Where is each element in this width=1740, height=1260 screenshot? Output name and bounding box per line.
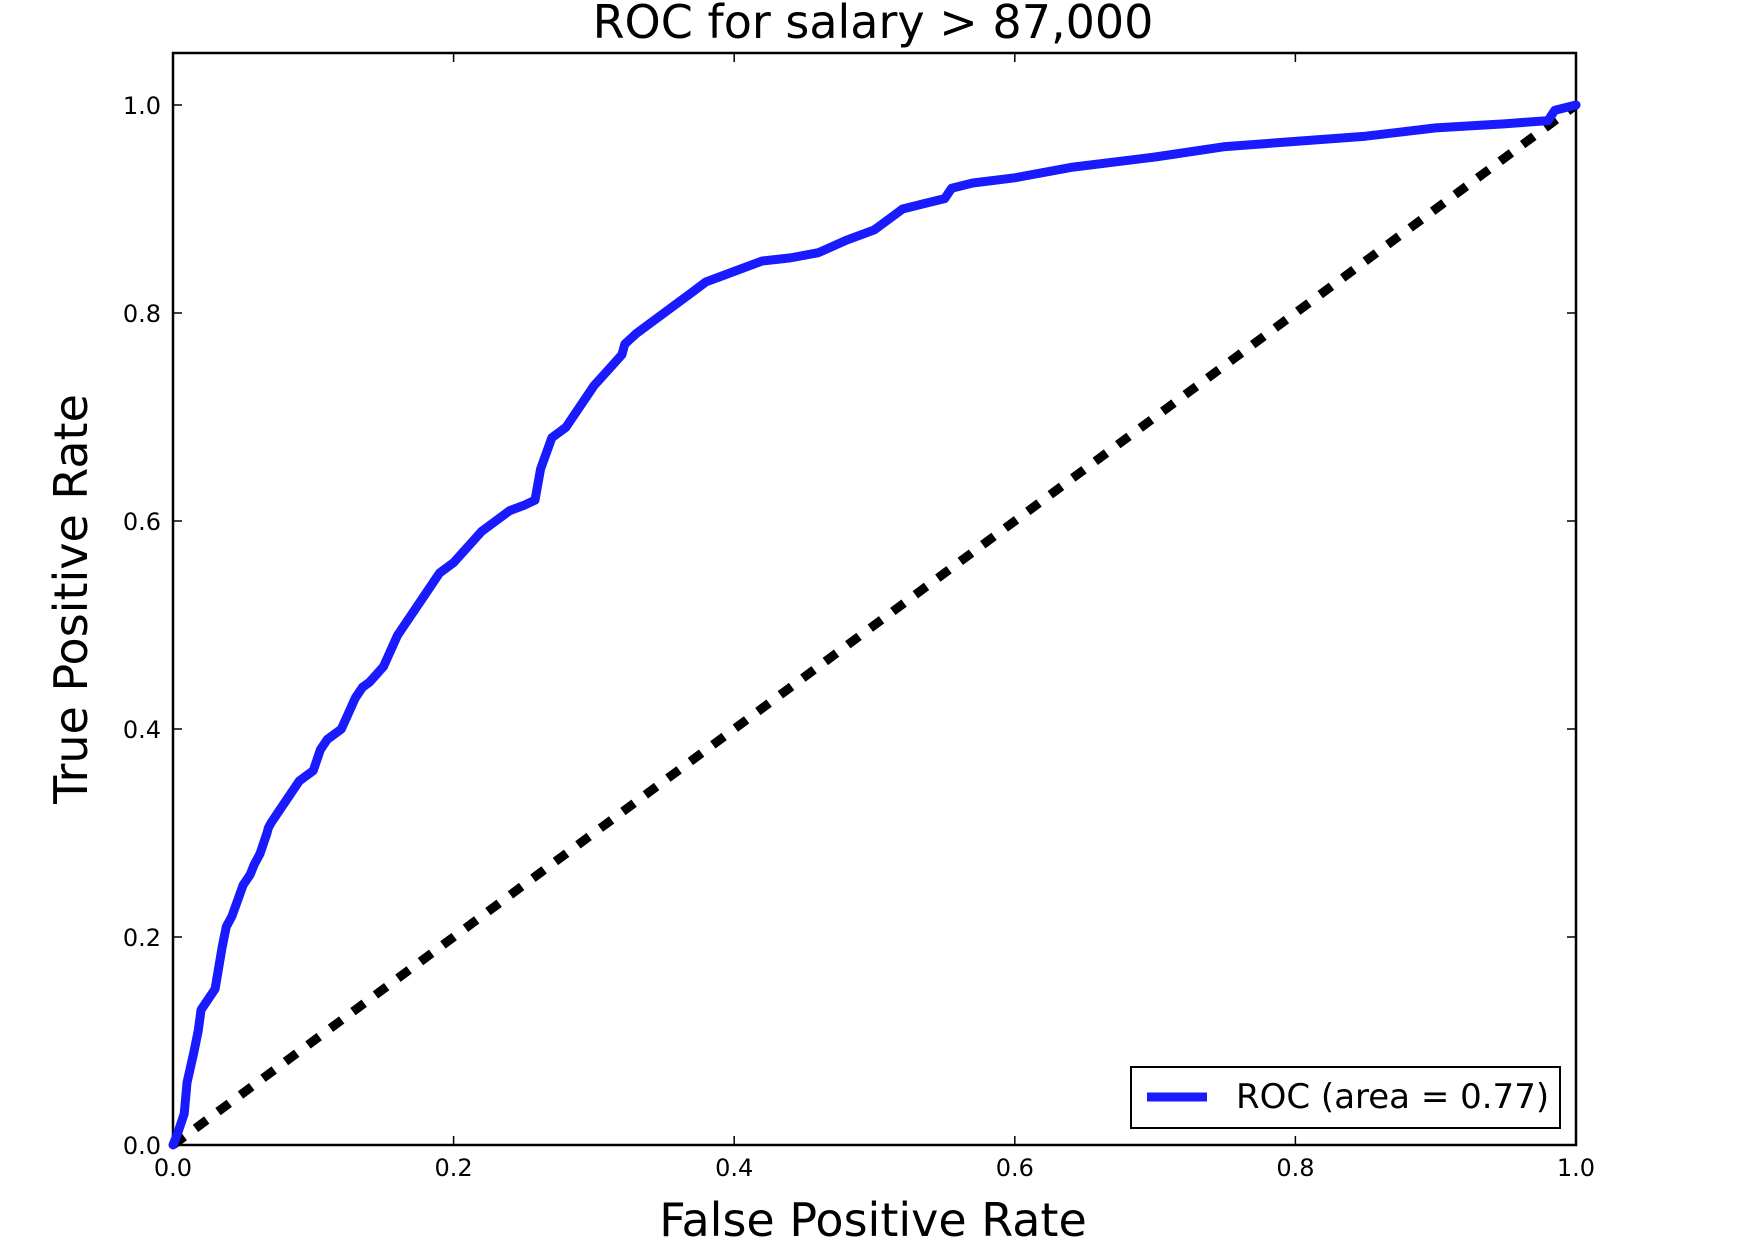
y-tick-label: 0.0 [123,1132,161,1160]
legend: ROC (area = 0.77) [1130,1066,1561,1129]
x-tick-label: 0.0 [154,1154,192,1182]
series-line-diagonal [170,101,1579,1149]
y-tick-label: 0.2 [123,924,161,952]
chart-title: ROC for salary > 87,000 [593,0,1154,49]
series-layer [168,100,1581,1150]
y-tick-label: 1.0 [123,92,161,120]
y-axis-label: True Positive Rate [44,394,98,805]
x-tick-label: 0.8 [1276,1154,1314,1182]
plot-frame [171,51,1578,1147]
ticks-layer [172,53,1577,1146]
y-tick-label: 0.4 [123,716,161,744]
y-tick-label: 0.8 [123,300,161,328]
x-tick-label: 1.0 [1557,1154,1595,1182]
legend-label-roc: ROC (area = 0.77) [1236,1077,1549,1117]
x-tick-labels: 0.0 0.2 0.4 0.6 0.8 1.0 [154,1154,1595,1182]
x-axis-label: False Positive Rate [659,1193,1087,1247]
series-line-roc [168,100,1581,1150]
x-tick-label: 0.4 [715,1154,753,1182]
y-tick-labels: 0.0 0.2 0.4 0.6 0.8 1.0 [123,92,161,1160]
plot-area [168,51,1581,1150]
y-tick-label: 0.6 [123,508,161,536]
x-tick-label: 0.6 [996,1154,1034,1182]
x-tick-label: 0.2 [435,1154,473,1182]
